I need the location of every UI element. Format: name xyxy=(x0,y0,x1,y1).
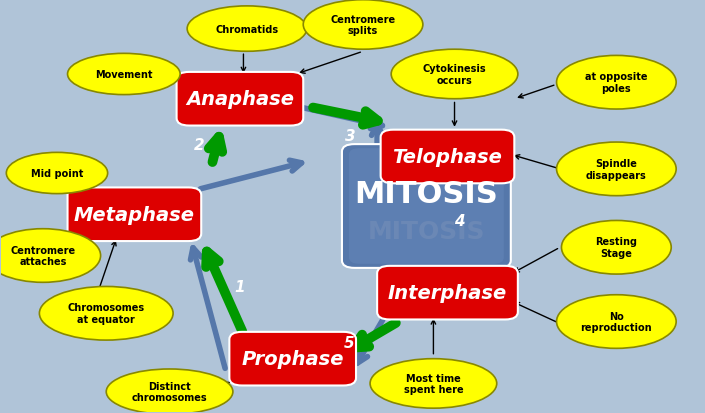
Text: Spindle
disappears: Spindle disappears xyxy=(586,159,646,180)
Text: Prophase: Prophase xyxy=(241,349,344,368)
Ellipse shape xyxy=(6,153,108,194)
Text: Metaphase: Metaphase xyxy=(74,205,195,224)
Text: 2: 2 xyxy=(194,137,204,152)
Ellipse shape xyxy=(68,54,180,95)
Text: at opposite
poles: at opposite poles xyxy=(585,72,648,94)
Ellipse shape xyxy=(39,287,173,340)
Ellipse shape xyxy=(556,56,676,110)
Ellipse shape xyxy=(370,359,497,408)
Ellipse shape xyxy=(391,50,518,100)
Ellipse shape xyxy=(303,1,423,50)
Text: Mid point: Mid point xyxy=(31,169,83,178)
Ellipse shape xyxy=(556,295,676,349)
FancyBboxPatch shape xyxy=(176,73,303,126)
FancyBboxPatch shape xyxy=(229,332,356,386)
FancyBboxPatch shape xyxy=(349,149,504,264)
Text: Cytokinesis
occurs: Cytokinesis occurs xyxy=(423,64,486,85)
Text: Resting
Stage: Resting Stage xyxy=(595,237,637,259)
Text: Centromere
attaches: Centromere attaches xyxy=(11,245,75,267)
Text: Chromosomes
at equator: Chromosomes at equator xyxy=(68,303,145,324)
Text: Interphase: Interphase xyxy=(388,283,507,302)
Text: 1: 1 xyxy=(235,279,245,294)
Ellipse shape xyxy=(556,143,676,196)
Text: 5: 5 xyxy=(343,335,355,350)
Ellipse shape xyxy=(0,229,101,282)
Text: Movement: Movement xyxy=(95,70,152,80)
Text: Distinct
chromosomes: Distinct chromosomes xyxy=(132,381,207,403)
Text: MITOSIS: MITOSIS xyxy=(355,180,498,209)
FancyBboxPatch shape xyxy=(377,266,518,320)
Text: No
reproduction: No reproduction xyxy=(580,311,652,332)
FancyBboxPatch shape xyxy=(342,145,511,268)
FancyBboxPatch shape xyxy=(381,131,515,184)
Text: 4: 4 xyxy=(455,214,465,228)
Text: Most time
spent here: Most time spent here xyxy=(403,373,463,394)
Text: MITOSIS: MITOSIS xyxy=(367,219,485,243)
Text: Chromatids: Chromatids xyxy=(216,24,278,35)
Text: Anaphase: Anaphase xyxy=(186,90,294,109)
Ellipse shape xyxy=(561,221,671,274)
Ellipse shape xyxy=(106,369,233,413)
Text: Telophase: Telophase xyxy=(393,147,503,166)
Text: Centromere
splits: Centromere splits xyxy=(331,14,396,36)
FancyBboxPatch shape xyxy=(68,188,201,242)
Text: 3: 3 xyxy=(345,129,356,144)
Ellipse shape xyxy=(187,7,307,52)
